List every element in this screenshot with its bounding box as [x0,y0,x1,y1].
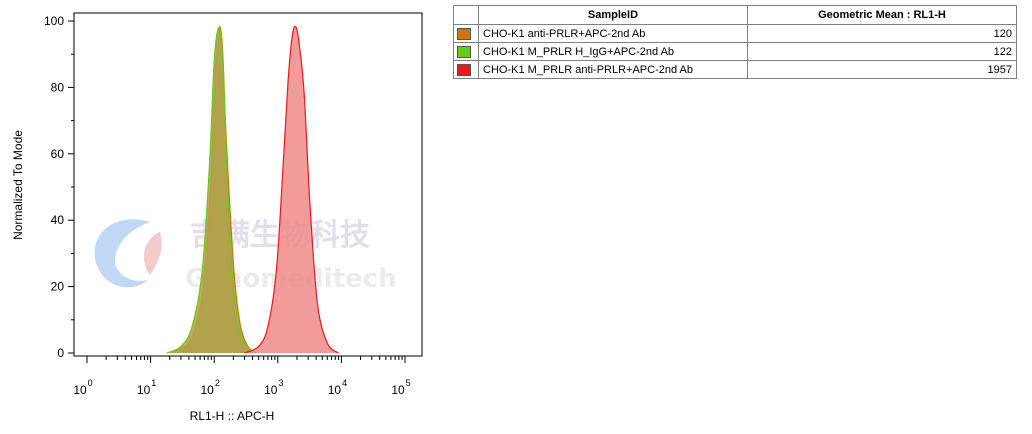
legend-swatch-cell [453,60,479,79]
x-tick-label: 100 [73,378,92,397]
legend-swatch-1 [457,45,471,58]
series-line-2 [244,25,339,354]
y-axis-label: Normalized To Mode [11,130,25,240]
legend-sample: CHO-K1 M_PRLR anti-PRLR+APC-2nd Ab [478,60,748,79]
legend-header-row: SampleID Geometric Mean : RL1-H [453,5,1017,25]
watermark-swirl-icon [94,219,150,288]
x-tick-label: 103 [264,378,283,397]
legend-row: CHO-K1 M_PRLR anti-PRLR+APC-2nd Ab 1957 [453,60,1017,79]
legend-swatch-0 [457,27,471,40]
x-axis-label: RL1-H :: APC-H [190,409,275,423]
x-tick-label: 102 [201,378,220,397]
legend-sample: CHO-K1 M_PRLR H_IgG+APC-2nd Ab [478,42,748,61]
plot-frame [73,12,423,357]
legend-value: 122 [747,42,1017,61]
series-area-1 [166,27,256,353]
legend-header-sampleid: SampleID [478,5,748,25]
x-tick-label: 101 [137,378,156,397]
y-tick-label: 20 [51,280,65,294]
series-area-2 [244,26,339,353]
legend-row: CHO-K1 anti-PRLR+APC-2nd Ab 120 [453,24,1017,43]
y-axis: 0 20 40 60 80 100 [44,14,74,360]
histogram-chart: 吉满生物科技 Genomeditech 100 101 102 103 104 105 0… [11,12,423,423]
x-tick-label: 105 [391,378,410,397]
legend-row: CHO-K1 M_PRLR H_IgG+APC-2nd Ab 122 [453,42,1017,61]
plot-area [166,25,339,354]
y-tick-label: 80 [51,80,65,94]
y-tick-label: 60 [51,147,65,161]
x-axis: 100 101 102 103 104 105 [73,356,411,397]
legend-header-swatch [453,5,479,25]
watermark-leaf-icon [143,232,162,275]
y-tick-label: 0 [57,346,64,360]
legend-swatch-cell [453,42,479,61]
legend-table: SampleID Geometric Mean : RL1-H CHO-K1 a… [453,5,1017,79]
series-line-1 [166,26,257,354]
legend-swatch-cell [453,24,479,43]
watermark-logo: 吉满生物科技 Genomeditech [94,218,397,294]
legend-value: 1957 [747,60,1017,79]
legend-sample: CHO-K1 anti-PRLR+APC-2nd Ab [478,24,748,43]
x-tick-label: 104 [328,378,347,397]
legend-swatch-2 [457,63,471,76]
legend-header-geomean: Geometric Mean : RL1-H [747,5,1017,25]
y-tick-label: 100 [44,14,64,28]
legend-value: 120 [747,24,1017,43]
y-tick-label: 40 [51,213,65,227]
